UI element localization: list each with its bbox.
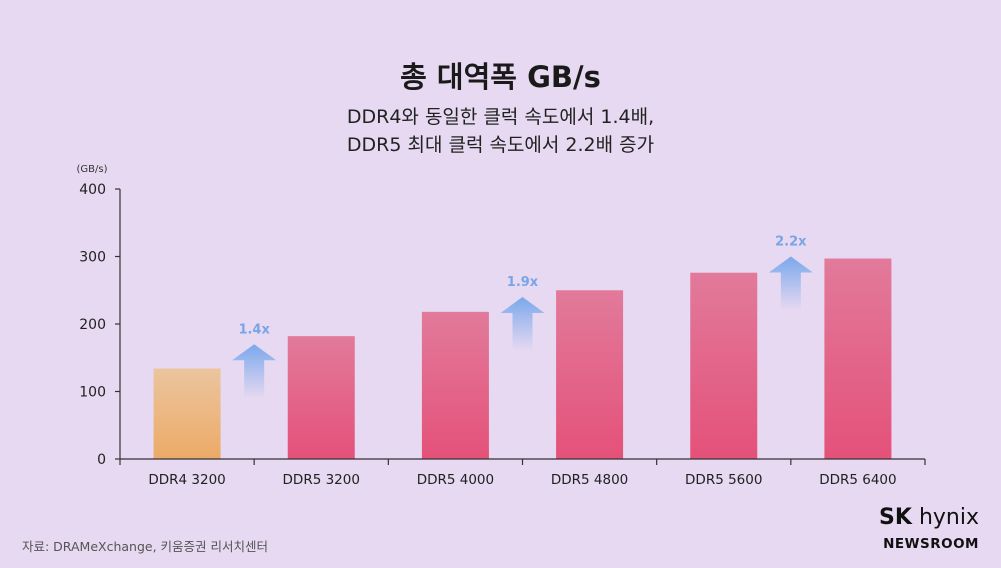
growth-arrow-icon-2 (500, 297, 545, 351)
y-tick-label: 0 (97, 452, 106, 468)
growth-label-3: 2.2x (775, 235, 807, 250)
logo-sub: NEWSROOM (883, 536, 979, 552)
growth-arrow-icon-3 (768, 256, 813, 311)
x-tick-label: DDR5 3200 (283, 472, 360, 488)
subtitle-line-1: DDR4와 동일한 클럭 속도에서 1.4배, (346, 106, 655, 128)
source-note: 자료: DRAMeXchange, 키움증권 리서치센터 (22, 539, 269, 554)
chart-subtitle: DDR4와 동일한 클럭 속도에서 1.4배, DDR5 최대 클럭 속도에서 … (0, 103, 1001, 159)
bar-ddr5-4800 (556, 290, 624, 459)
sk-hynix-newsroom-logo: SK hynix NEWSROOM (879, 505, 979, 553)
y-tick-label: 400 (79, 182, 106, 198)
y-unit-label: (GB/s) (77, 164, 108, 175)
growth-label-1: 1.4x (238, 322, 270, 337)
x-tick-label: DDR5 4000 (417, 472, 494, 488)
logo-brand-bold: SK (879, 505, 912, 530)
chart-title: 총 대역폭 GB/s (400, 60, 601, 94)
bar-ddr5-6400 (824, 258, 892, 459)
subtitle-line-2: DDR5 최대 클럭 속도에서 2.2배 증가 (346, 134, 655, 156)
y-tick-label: 200 (79, 317, 106, 333)
y-tick-label: 100 (79, 385, 106, 401)
x-tick-label: DDR4 3200 (148, 472, 225, 488)
growth-arrow-icon-1 (232, 344, 277, 399)
y-tick-label: 300 (79, 250, 106, 266)
bar-ddr5-3200 (287, 336, 355, 459)
x-tick-label: DDR5 6400 (819, 472, 896, 488)
x-tick-label: DDR5 5600 (685, 472, 762, 488)
x-tick-label: DDR5 4800 (551, 472, 628, 488)
bar-ddr4-3200 (153, 368, 221, 459)
logo-brand-rest: hynix (918, 505, 979, 530)
bar-ddr5-4000 (421, 311, 489, 459)
bar-ddr5-5600 (690, 272, 758, 459)
growth-label-2: 1.9x (507, 275, 539, 290)
